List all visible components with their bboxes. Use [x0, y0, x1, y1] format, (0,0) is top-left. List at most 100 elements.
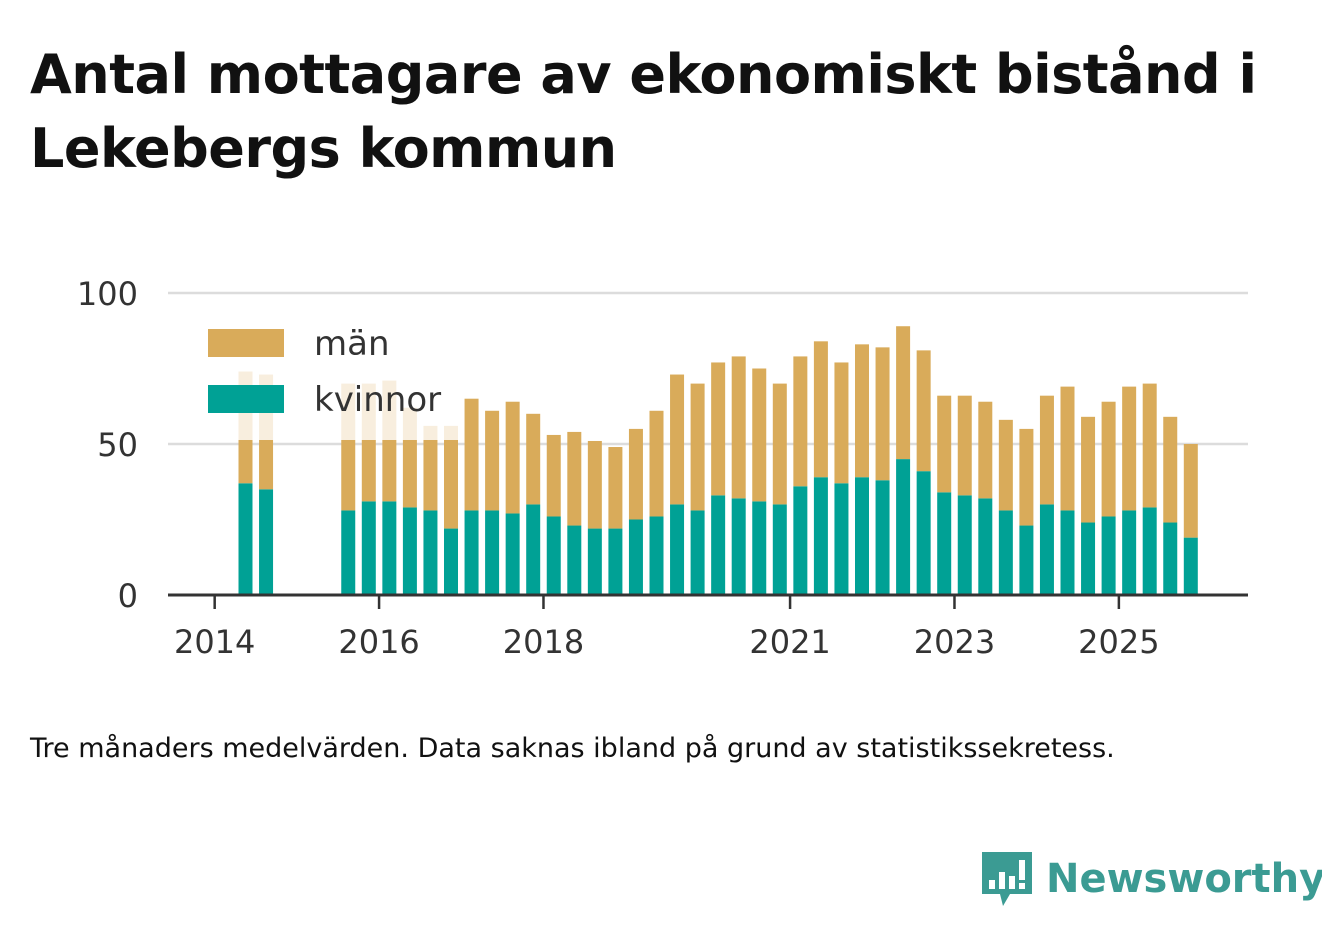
- legend-swatch: [208, 385, 284, 413]
- bar-kvinnor: [957, 495, 972, 595]
- bar-man: [731, 356, 746, 499]
- x-tick-label: 2018: [503, 623, 584, 661]
- bar-man: [834, 362, 849, 484]
- bar-man: [875, 347, 890, 481]
- bar-man: [978, 401, 993, 499]
- bar-man: [813, 341, 828, 478]
- bar-man: [587, 440, 602, 529]
- y-tick-label: 50: [97, 426, 138, 464]
- bar-kvinnor: [567, 525, 582, 595]
- bar-man: [485, 410, 500, 511]
- bar-man: [896, 326, 911, 460]
- bar-kvinnor: [382, 501, 397, 595]
- bar-man: [772, 383, 787, 505]
- bar-kvinnor: [772, 504, 787, 595]
- bar-man: [444, 425, 458, 529]
- bar-kvinnor: [1122, 510, 1137, 595]
- bar-kvinnor: [628, 519, 643, 595]
- bar-kvinnor: [711, 495, 726, 595]
- bar-man: [546, 434, 561, 517]
- bar-man: [1142, 383, 1157, 508]
- bar-man: [793, 356, 808, 487]
- y-tick-label: 100: [77, 275, 138, 313]
- bar-kvinnor: [608, 528, 623, 595]
- bar-kvinnor: [423, 510, 438, 595]
- bar-man: [937, 395, 952, 493]
- bar-kvinnor: [916, 471, 931, 595]
- bar-kvinnor: [1019, 525, 1034, 595]
- bar-kvinnor: [464, 510, 479, 595]
- bar-man: [957, 395, 972, 496]
- bar-man: [1122, 386, 1137, 511]
- bar-man: [1183, 444, 1198, 538]
- bar-man: [711, 362, 726, 496]
- bar-kvinnor: [1039, 504, 1054, 595]
- bar-kvinnor: [978, 498, 993, 595]
- bar-kvinnor: [813, 477, 828, 595]
- bar-kvinnor: [896, 459, 911, 595]
- bar-kvinnor: [998, 510, 1013, 595]
- bar-kvinnor: [505, 513, 520, 595]
- chart: 0 50 100 2014 2016 2018 2021 2023 2025 män kvinn…: [77, 275, 1248, 661]
- bar-man: [998, 419, 1013, 511]
- bar-man: [1081, 416, 1096, 523]
- bar-man: [752, 368, 767, 502]
- legend-label: män: [314, 324, 390, 364]
- x-tick-label: 2023: [914, 623, 995, 661]
- bar-kvinnor: [875, 480, 890, 595]
- bar-kvinnor: [670, 504, 685, 595]
- bar-man: [423, 425, 438, 511]
- bar-kvinnor: [259, 489, 274, 595]
- bar-kvinnor: [834, 483, 849, 595]
- bar-kvinnor: [361, 501, 376, 595]
- bar-man: [505, 401, 520, 514]
- bar-man: [1101, 401, 1116, 517]
- x-tick-label: 2025: [1078, 623, 1159, 661]
- chart-title: Antal mottagare av ekonomiskt bistånd i …: [30, 43, 1257, 180]
- x-axis-ticks: 2014 2016 2018 2021 2023 2025: [174, 595, 1160, 661]
- bar-man: [526, 413, 541, 505]
- bar-kvinnor: [793, 486, 808, 595]
- bar-kvinnor: [444, 528, 458, 595]
- bar-man: [1163, 416, 1178, 523]
- x-tick-label: 2021: [749, 623, 830, 661]
- bar-kvinnor: [238, 483, 253, 595]
- brand-name: Newsworthy: [1046, 856, 1322, 902]
- x-tick-label: 2014: [174, 623, 255, 661]
- bar-man: [649, 410, 664, 517]
- bar-kvinnor: [402, 507, 417, 595]
- bar-man: [628, 428, 643, 520]
- legend-label: kvinnor: [314, 380, 441, 420]
- bar-kvinnor: [752, 501, 767, 595]
- bar-kvinnor: [690, 510, 705, 595]
- bars: [238, 326, 1198, 595]
- footnote: Tre månaders medelvärden. Data saknas ib…: [30, 733, 1115, 764]
- x-tick-label: 2016: [338, 623, 419, 661]
- bar-kvinnor: [546, 516, 561, 595]
- bar-kvinnor: [1101, 516, 1116, 595]
- bar-kvinnor: [1060, 510, 1075, 595]
- bar-man: [1039, 395, 1054, 505]
- bar-kvinnor: [341, 510, 356, 595]
- bar-chart-icon: [982, 852, 1032, 906]
- bar-kvinnor: [1081, 522, 1096, 595]
- bar-man: [855, 344, 869, 478]
- newsworthy-logo: Newsworthy: [980, 848, 1322, 910]
- y-tick-label: 0: [118, 577, 138, 615]
- bar-kvinnor: [731, 498, 746, 595]
- legend-swatch: [208, 329, 284, 357]
- bar-man: [1060, 386, 1075, 511]
- bar-kvinnor: [855, 477, 869, 595]
- bar-kvinnor: [649, 516, 664, 595]
- bar-kvinnor: [587, 528, 602, 595]
- bar-man: [567, 431, 582, 526]
- bar-man: [690, 383, 705, 511]
- bar-kvinnor: [1163, 522, 1178, 595]
- bar-kvinnor: [937, 492, 952, 595]
- bar-kvinnor: [1183, 537, 1198, 595]
- bar-man: [1019, 428, 1034, 526]
- bar-man: [670, 374, 685, 505]
- bar-man: [464, 398, 479, 511]
- y-axis-ticks: 0 50 100: [77, 275, 138, 615]
- bar-kvinnor: [1142, 507, 1157, 595]
